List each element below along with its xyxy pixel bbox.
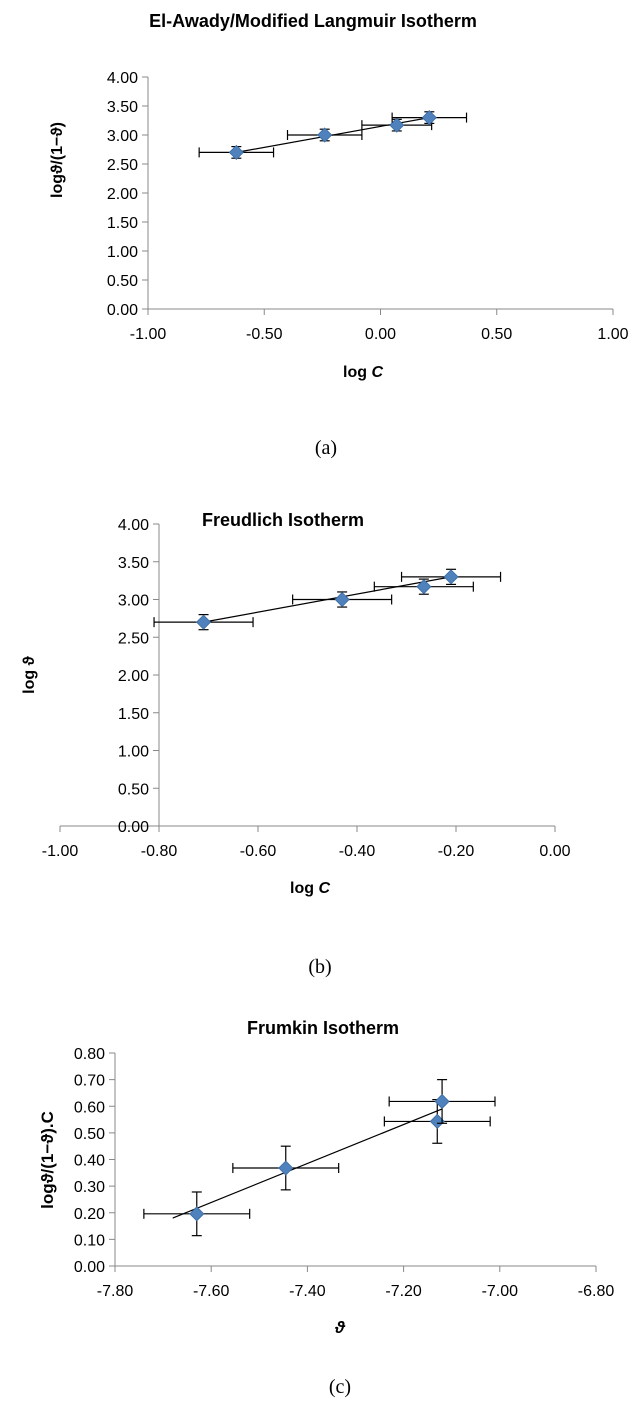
y-axis-label: log ϑ — [21, 655, 38, 693]
y-tick-label: 0.50 — [107, 273, 138, 290]
x-tick-label: 0.50 — [481, 326, 512, 343]
data-point-marker — [228, 144, 244, 160]
trend-line — [172, 1108, 443, 1219]
x-tick-label: -7.20 — [385, 1283, 422, 1300]
y-tick-label: 3.50 — [118, 555, 149, 572]
y-tick-label: 0.30 — [74, 1179, 105, 1196]
x-axis-label-prefix: log — [343, 364, 371, 381]
x-tick-label: -0.80 — [141, 843, 178, 860]
data-point-marker — [421, 110, 437, 126]
data-point-marker — [416, 579, 432, 595]
data-point-marker — [278, 1160, 294, 1176]
x-axis-label: ϑ — [334, 1318, 346, 1337]
data-point-marker — [317, 127, 333, 143]
chart-c: Frumkin Isotherm log⁡ϑ/(1−ϑ).C ϑ (c) 0.0… — [38, 1018, 614, 1398]
y-tick-label: 1.50 — [107, 215, 138, 232]
chart-a: El-Awady/Modified Langmuir Isotherm log⁡… — [49, 11, 629, 459]
data-point-marker — [189, 1206, 205, 1222]
data-point-marker — [443, 569, 459, 585]
y-axis-label: log⁡ϑ/(1−ϑ).C — [38, 1111, 57, 1209]
y-axis-label: log⁡ϑ/(1−ϑ) — [49, 122, 66, 198]
x-tick-label: -0.60 — [240, 843, 277, 860]
x-axis-label-variable: C — [318, 880, 330, 897]
y-tick-label: 3.00 — [107, 128, 138, 145]
x-tick-label: -7.00 — [482, 1283, 519, 1300]
y-tick-label: 0.00 — [118, 819, 149, 836]
y-tick-label: 0.40 — [74, 1153, 105, 1170]
y-tick-label: 1.00 — [107, 244, 138, 261]
data-point-marker — [195, 614, 212, 630]
y-tick-label: 3.50 — [107, 99, 138, 116]
y-tick-label: 0.00 — [74, 1259, 105, 1276]
y-tick-label: 2.00 — [118, 668, 149, 685]
x-tick-label: -0.40 — [339, 843, 376, 860]
x-tick-label: -0.20 — [438, 843, 475, 860]
y-tick-label: 4.00 — [118, 517, 149, 534]
y-tick-label: 2.50 — [118, 630, 149, 647]
x-tick-label: -7.40 — [289, 1283, 326, 1300]
y-tick-label: 0.50 — [74, 1126, 105, 1143]
y-tick-label: 2.50 — [107, 157, 138, 174]
y-tick-label: 1.00 — [118, 744, 149, 761]
data-point-marker — [434, 1093, 450, 1110]
y-tick-label: 0.80 — [74, 1046, 105, 1063]
chart-title: El-Awady/Modified Langmuir Isotherm — [149, 11, 477, 31]
y-tick-label: 0.50 — [118, 781, 149, 798]
figure-caption: (b) — [308, 956, 331, 978]
x-axis-label-variable: C — [371, 364, 383, 381]
y-tick-label: 0.60 — [74, 1099, 105, 1116]
data-point-marker — [334, 591, 350, 608]
y-tick-label: 0.20 — [74, 1206, 105, 1223]
y-tick-label: 3.00 — [118, 593, 149, 610]
x-axis-label: log C — [290, 880, 330, 897]
y-tick-label: 4.00 — [107, 70, 138, 87]
data-point-marker — [389, 117, 405, 133]
x-tick-label: -7.60 — [193, 1283, 230, 1300]
x-tick-label: -7.80 — [97, 1283, 134, 1300]
figure-caption: (a) — [315, 437, 337, 459]
y-tick-label: 0.10 — [74, 1232, 105, 1249]
x-tick-label: -0.50 — [246, 326, 283, 343]
x-tick-label: -1.00 — [42, 843, 79, 860]
figure-caption: (c) — [329, 1376, 351, 1398]
x-tick-label: 0.00 — [365, 326, 396, 343]
y-tick-label: 0.00 — [107, 302, 138, 319]
x-tick-label: 1.00 — [597, 326, 628, 343]
y-tick-label: 1.50 — [118, 706, 149, 723]
y-tick-label: 2.00 — [107, 186, 138, 203]
x-tick-label: -6.80 — [578, 1283, 615, 1300]
chart-title: Freudlich Isotherm — [202, 510, 364, 530]
x-axis-label: log C — [343, 364, 383, 381]
chart-title: Frumkin Isotherm — [247, 1018, 399, 1038]
chart-b: Freudlich Isotherm log ϑ log C (b) 0.00 0… — [21, 510, 571, 978]
x-axis-label-prefix: log — [290, 880, 318, 897]
x-tick-label: -1.00 — [130, 326, 167, 343]
y-tick-label: 0.70 — [74, 1073, 105, 1090]
x-tick-label: 0.00 — [539, 843, 570, 860]
